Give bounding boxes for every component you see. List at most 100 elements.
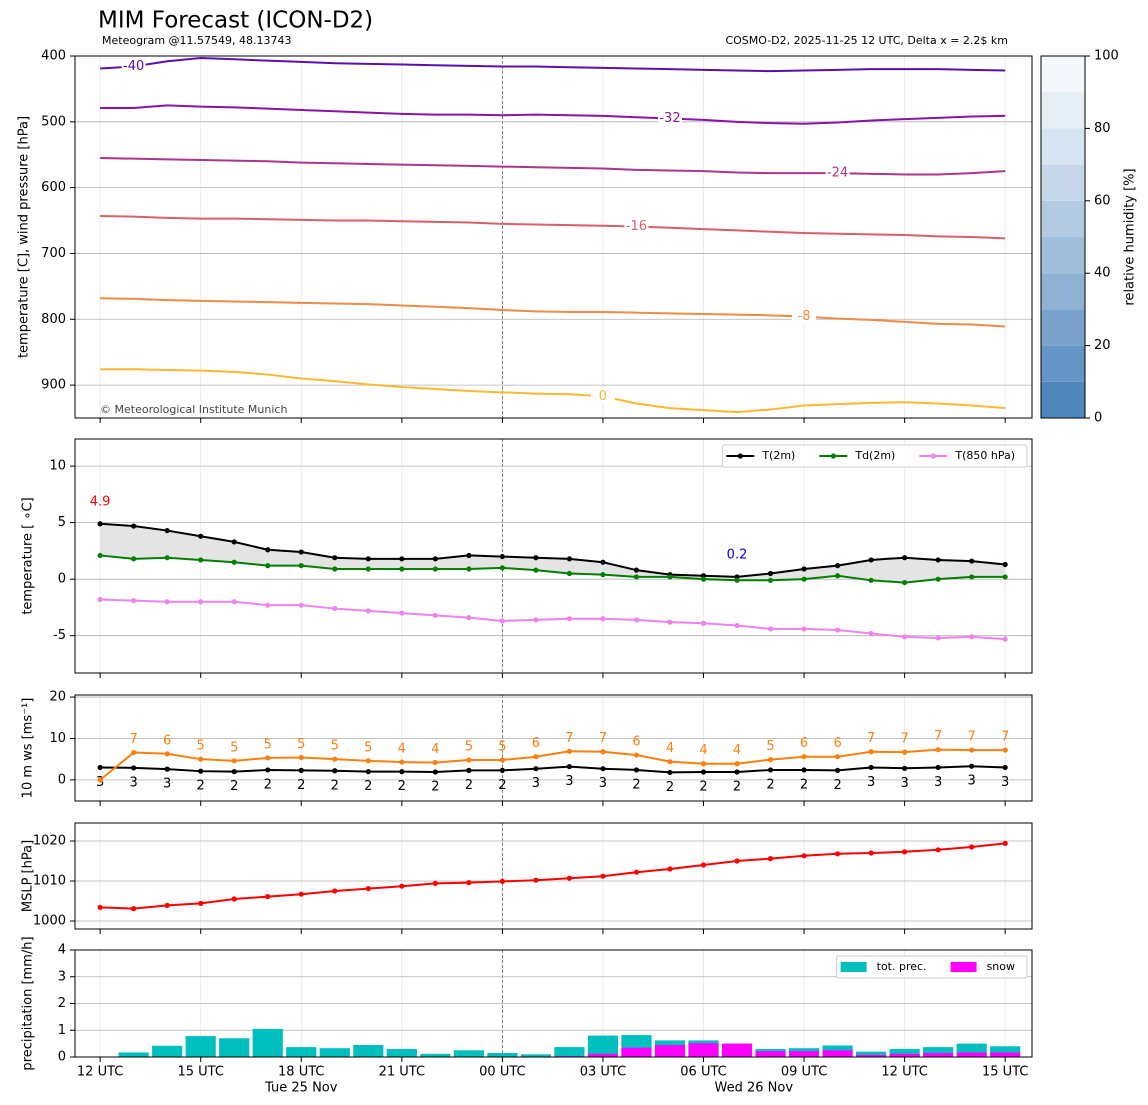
bar <box>219 1038 250 1057</box>
marker <box>198 557 204 563</box>
marker <box>801 626 807 632</box>
marker <box>566 764 573 770</box>
isotherm-label-bg <box>590 388 615 405</box>
y-tick-label: 900 <box>41 378 66 393</box>
marker <box>298 891 304 897</box>
marker <box>97 521 103 527</box>
marker <box>935 747 941 753</box>
line <box>100 842 1006 910</box>
marker <box>365 769 371 775</box>
annotation: 4.9 <box>90 494 111 509</box>
marker <box>1002 574 1008 580</box>
bar <box>856 1051 887 1057</box>
isotherm-label: 0 <box>599 389 607 404</box>
value-label: 3 <box>163 777 171 792</box>
marker <box>164 599 170 605</box>
marker <box>633 869 640 875</box>
marker <box>466 615 472 621</box>
legend-swatch <box>840 962 867 972</box>
y-tick-label: 1010 <box>33 874 66 889</box>
value-label: 4 <box>699 743 707 758</box>
isotherm <box>100 56 1006 73</box>
marker <box>734 622 740 629</box>
marker <box>566 748 573 754</box>
legend: T(2m) Td(2m) T(850 hPa) <box>721 444 1028 468</box>
colorbar-band <box>1041 92 1085 129</box>
marker <box>466 552 472 559</box>
date-label: Wed 26 Nov <box>715 1081 794 1096</box>
marker <box>600 572 606 578</box>
marker <box>633 767 640 773</box>
y-tick-label: 700 <box>41 246 66 261</box>
marker <box>466 880 472 886</box>
bar <box>487 1052 518 1057</box>
marker <box>131 765 137 771</box>
y-tick-label: -5 <box>53 628 66 643</box>
marker <box>164 555 170 561</box>
marker <box>499 553 505 560</box>
value-label: 3 <box>565 774 573 789</box>
marker <box>566 616 573 622</box>
value-label: 4 <box>666 741 674 756</box>
y-tick-label: 10 <box>49 731 66 746</box>
frame <box>74 55 1033 419</box>
legend: tot. prec. snow <box>836 955 1028 979</box>
isotherm-label: -40 <box>123 59 144 74</box>
bar <box>654 1044 686 1057</box>
isotherm-label-bg <box>624 218 649 235</box>
value-label: 3 <box>867 775 875 790</box>
marker <box>265 767 271 773</box>
value-label: 2 <box>632 777 640 792</box>
value-label: 6 <box>632 735 640 750</box>
marker <box>935 847 941 853</box>
marker <box>969 844 975 850</box>
legend-marker <box>930 453 936 459</box>
y-tick-label: 0 <box>58 572 66 587</box>
marker <box>734 858 740 864</box>
bar <box>152 1045 183 1057</box>
marker <box>198 533 204 539</box>
marker <box>399 769 405 775</box>
value-label: 2 <box>833 778 841 793</box>
marker <box>298 563 304 569</box>
marker <box>633 567 640 573</box>
legend-swatch <box>950 962 977 972</box>
marker <box>97 552 103 559</box>
marker <box>399 556 405 562</box>
value-label: 5 <box>297 737 305 752</box>
x-tick-label: 09 UTC <box>781 1065 827 1080</box>
line <box>100 765 1006 774</box>
x-tick-label: 18 UTC <box>278 1065 324 1080</box>
y-tick-label: 400 <box>41 49 66 64</box>
value-label: 2 <box>431 780 439 795</box>
y-tick-label: 600 <box>41 180 66 195</box>
value-label: 2 <box>197 779 205 794</box>
value-label: 2 <box>733 780 741 795</box>
marker <box>600 749 606 755</box>
marker <box>432 880 438 887</box>
marker <box>1002 764 1008 771</box>
marker <box>1002 636 1008 642</box>
marker <box>1002 747 1008 753</box>
bar <box>956 1052 987 1057</box>
bar <box>688 1043 719 1057</box>
marker <box>767 856 774 862</box>
isotherm-label: -32 <box>659 111 680 126</box>
marker <box>801 566 807 572</box>
colorbar-tick-label: 80 <box>1094 121 1111 136</box>
bar <box>252 1028 283 1057</box>
marker <box>533 877 539 883</box>
marker <box>1002 561 1008 568</box>
date-label: Tue 25 Nov <box>264 1081 338 1096</box>
marker <box>902 849 908 855</box>
value-label: 5 <box>465 740 473 755</box>
marker <box>868 764 874 771</box>
value-label: 5 <box>331 739 339 754</box>
bar <box>520 1054 551 1057</box>
marker <box>332 888 338 894</box>
value-label: 3 <box>532 776 540 791</box>
marker <box>700 620 707 626</box>
chart-title: MIM Forecast (ICON-D2) <box>98 8 373 34</box>
y-tick-label: 3 <box>58 969 66 984</box>
value-label: 2 <box>364 779 372 794</box>
